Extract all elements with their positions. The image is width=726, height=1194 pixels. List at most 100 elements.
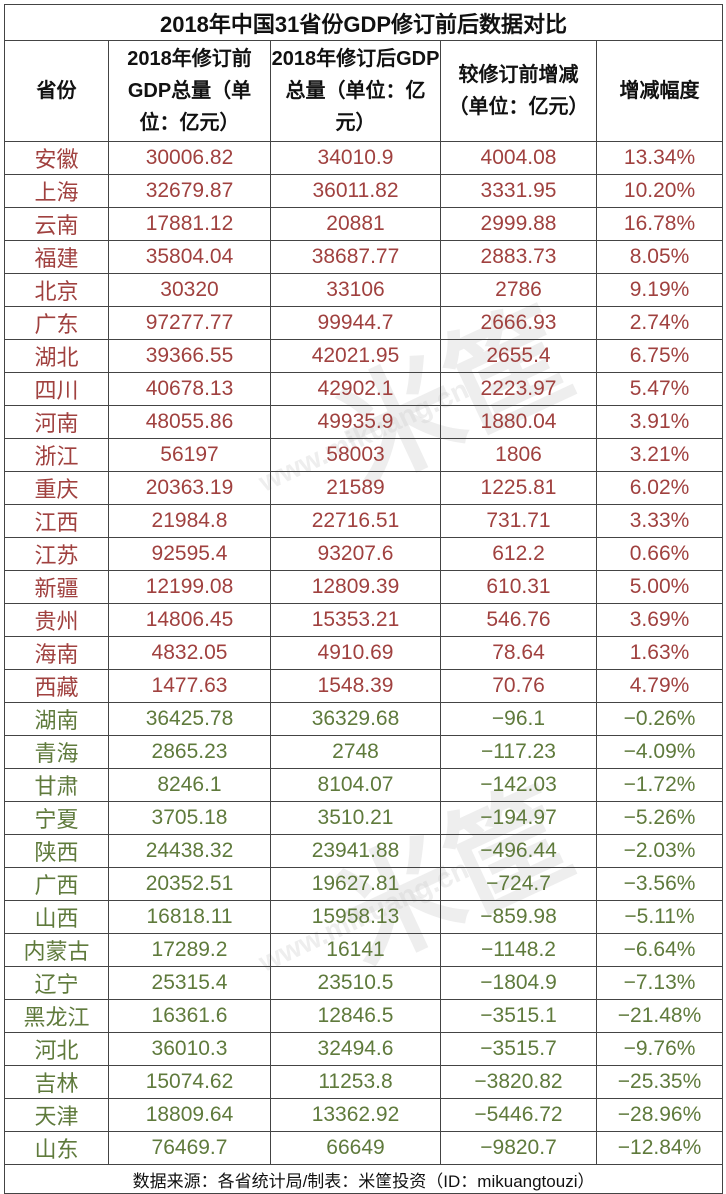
table-row: 江苏 92595.4 93207.6 612.2 0.66%	[4, 537, 724, 571]
change-cell: −117.23	[440, 735, 597, 769]
gdp-after-cell: 36011.82	[270, 174, 441, 208]
change-pct-cell: 3.21%	[595, 438, 724, 472]
table-row: 贵州 14806.45 15353.21 546.76 3.69%	[4, 603, 724, 637]
change-pct-cell: −21.48%	[595, 999, 724, 1033]
change-pct-cell: 6.75%	[595, 339, 724, 373]
gdp-before-cell: 14806.45	[108, 603, 271, 637]
table-row: 辽宁 25315.4 23510.5 −1804.9 −7.13%	[4, 966, 724, 1000]
change-pct-cell: 3.91%	[595, 405, 724, 439]
change-cell: −1804.9	[440, 966, 597, 1000]
change-cell: 2666.93	[440, 306, 597, 340]
change-pct-cell: −5.11%	[595, 900, 724, 934]
table-title: 2018年中国31省份GDP修订前后数据对比	[3, 4, 724, 41]
province-cell: 天津	[4, 1098, 109, 1132]
table-footer-source: 数据来源：各省统计局/制表：米筐投资（ID：mikuangtouzi）	[3, 1164, 724, 1194]
gdp-after-cell: 4910.69	[270, 636, 441, 670]
change-pct-cell: −2.03%	[595, 834, 724, 868]
gdp-after-cell: 32494.6	[270, 1032, 441, 1066]
header-gdp-before: 2018年修订前GDP总量（单位：亿元）	[108, 40, 271, 142]
gdp-after-cell: 58003	[270, 438, 441, 472]
province-cell: 江西	[4, 504, 109, 538]
change-cell: 612.2	[440, 537, 597, 571]
change-pct-cell: −1.72%	[595, 768, 724, 802]
table-row: 内蒙古 17289.2 16141 −1148.2 −6.64%	[4, 933, 724, 967]
province-cell: 黑龙江	[4, 999, 109, 1033]
gdp-after-cell: 42902.1	[270, 372, 441, 406]
change-pct-cell: 3.69%	[595, 603, 724, 637]
table-row: 宁夏 3705.18 3510.21 −194.97 −5.26%	[4, 801, 724, 835]
province-cell: 辽宁	[4, 966, 109, 1000]
gdp-after-cell: 66649	[270, 1131, 441, 1165]
change-pct-cell: −4.09%	[595, 735, 724, 769]
gdp-after-cell: 16141	[270, 933, 441, 967]
gdp-before-cell: 4832.05	[108, 636, 271, 670]
gdp-before-cell: 36425.78	[108, 702, 271, 736]
province-cell: 重庆	[4, 471, 109, 505]
gdp-after-cell: 99944.7	[270, 306, 441, 340]
change-cell: −9820.7	[440, 1131, 597, 1165]
gdp-after-cell: 2748	[270, 735, 441, 769]
change-pct-cell: 6.02%	[595, 471, 724, 505]
table-row: 黑龙江 16361.6 12846.5 −3515.1 −21.48%	[4, 999, 724, 1033]
change-pct-cell: −6.64%	[595, 933, 724, 967]
change-pct-cell: 5.00%	[595, 570, 724, 604]
change-cell: −5446.72	[440, 1098, 597, 1132]
gdp-after-cell: 20881	[270, 207, 441, 241]
gdp-before-cell: 21984.8	[108, 504, 271, 538]
gdp-before-cell: 16818.11	[108, 900, 271, 934]
change-pct-cell: 16.78%	[595, 207, 724, 241]
province-cell: 山西	[4, 900, 109, 934]
change-cell: −3820.82	[440, 1065, 597, 1099]
province-cell: 安徽	[4, 141, 109, 175]
change-cell: 4004.08	[440, 141, 597, 175]
change-pct-cell: −0.26%	[595, 702, 724, 736]
gdp-after-cell: 21589	[270, 471, 441, 505]
gdp-before-cell: 15074.62	[108, 1065, 271, 1099]
table-row: 河北 36010.3 32494.6 −3515.7 −9.76%	[4, 1032, 724, 1066]
table-row: 广东 97277.77 99944.7 2666.93 2.74%	[4, 306, 724, 340]
gdp-comparison-table: 2018年中国31省份GDP修订前后数据对比 省份 2018年修订前GDP总量（…	[3, 4, 724, 1194]
change-cell: 1225.81	[440, 471, 597, 505]
province-cell: 浙江	[4, 438, 109, 472]
gdp-after-cell: 1548.39	[270, 669, 441, 703]
gdp-before-cell: 56197	[108, 438, 271, 472]
province-cell: 吉林	[4, 1065, 109, 1099]
gdp-after-cell: 42021.95	[270, 339, 441, 373]
change-cell: 3331.95	[440, 174, 597, 208]
gdp-before-cell: 18809.64	[108, 1098, 271, 1132]
change-cell: −496.44	[440, 834, 597, 868]
table-row: 海南 4832.05 4910.69 78.64 1.63%	[4, 636, 724, 670]
change-pct-cell: 3.33%	[595, 504, 724, 538]
change-cell: −194.97	[440, 801, 597, 835]
gdp-before-cell: 24438.32	[108, 834, 271, 868]
gdp-before-cell: 30006.82	[108, 141, 271, 175]
change-cell: 2999.88	[440, 207, 597, 241]
province-cell: 湖北	[4, 339, 109, 373]
province-cell: 新疆	[4, 570, 109, 604]
change-pct-cell: −12.84%	[595, 1131, 724, 1165]
gdp-before-cell: 8246.1	[108, 768, 271, 802]
table-row: 安徽 30006.82 34010.9 4004.08 13.34%	[4, 141, 724, 175]
province-cell: 河南	[4, 405, 109, 439]
change-cell: −3515.7	[440, 1032, 597, 1066]
gdp-after-cell: 12846.5	[270, 999, 441, 1033]
table-row: 甘肃 8246.1 8104.07 −142.03 −1.72%	[4, 768, 724, 802]
gdp-before-cell: 3705.18	[108, 801, 271, 835]
change-cell: −96.1	[440, 702, 597, 736]
table-row: 广西 20352.51 19627.81 −724.7 −3.56%	[4, 867, 724, 901]
change-pct-cell: −5.26%	[595, 801, 724, 835]
change-cell: −859.98	[440, 900, 597, 934]
table-body: 安徽 30006.82 34010.9 4004.08 13.34% 上海 32679.87…	[4, 141, 724, 1165]
change-pct-cell: 8.05%	[595, 240, 724, 274]
table-row: 新疆 12199.08 12809.39 610.31 5.00%	[4, 570, 724, 604]
province-cell: 内蒙古	[4, 933, 109, 967]
change-pct-cell: 2.74%	[595, 306, 724, 340]
header-gdp-after: 2018年修订后GDP总量（单位：亿元）	[270, 40, 441, 142]
province-cell: 贵州	[4, 603, 109, 637]
change-cell: 2223.97	[440, 372, 597, 406]
gdp-before-cell: 97277.77	[108, 306, 271, 340]
change-cell: 1880.04	[440, 405, 597, 439]
gdp-before-cell: 76469.7	[108, 1131, 271, 1165]
province-cell: 上海	[4, 174, 109, 208]
